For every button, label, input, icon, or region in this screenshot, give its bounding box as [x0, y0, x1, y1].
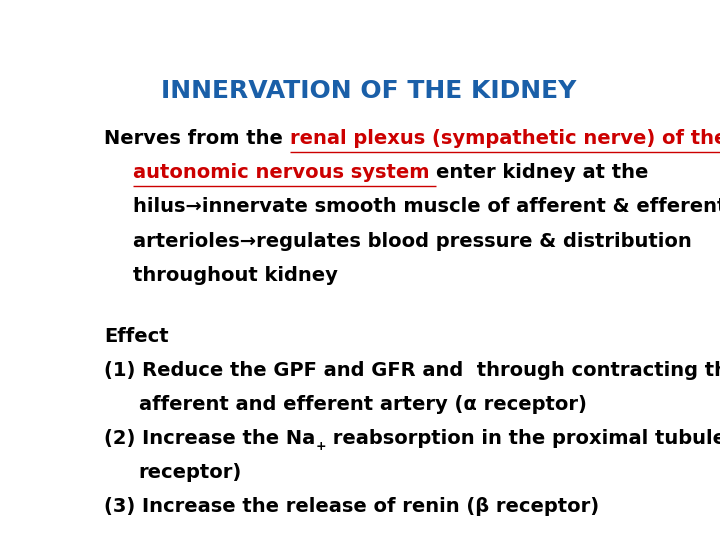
Text: afferent and efferent artery (α receptor): afferent and efferent artery (α receptor…: [138, 395, 586, 414]
Text: (1) Reduce the GPF and GFR and  through contracting the: (1) Reduce the GPF and GFR and through c…: [104, 361, 720, 380]
Text: INNERVATION OF THE KIDNEY: INNERVATION OF THE KIDNEY: [161, 79, 577, 103]
Text: hilus→innervate smooth muscle of afferent & efferent: hilus→innervate smooth muscle of afferen…: [133, 198, 720, 217]
Text: receptor): receptor): [138, 463, 242, 482]
Text: Nerves from the: Nerves from the: [104, 129, 289, 149]
Text: (3) Increase the release of renin (β receptor): (3) Increase the release of renin (β rec…: [104, 497, 599, 516]
Text: reabsorption in the proximal tubules (β: reabsorption in the proximal tubules (β: [326, 429, 720, 448]
Text: throughout kidney: throughout kidney: [133, 266, 338, 285]
Text: Effect: Effect: [104, 327, 168, 346]
Text: autonomic nervous system: autonomic nervous system: [133, 163, 436, 183]
Text: enter kidney at the: enter kidney at the: [436, 163, 649, 183]
Text: renal plexus (sympathetic nerve) of the: renal plexus (sympathetic nerve) of the: [289, 129, 720, 149]
Text: arterioles→regulates blood pressure & distribution: arterioles→regulates blood pressure & di…: [133, 232, 692, 251]
Text: (2) Increase the Na: (2) Increase the Na: [104, 429, 315, 448]
Text: +: +: [315, 440, 326, 453]
